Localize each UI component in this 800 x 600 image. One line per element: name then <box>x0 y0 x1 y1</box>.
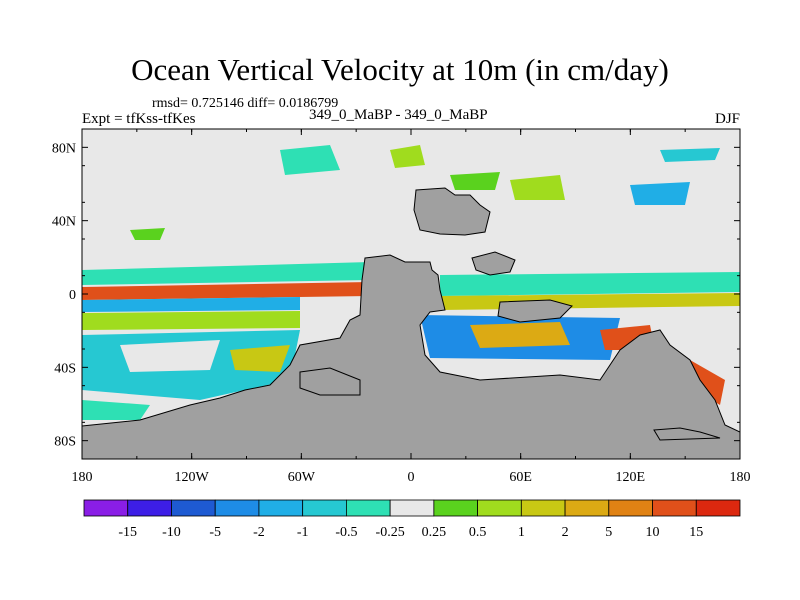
land-island <box>413 187 491 236</box>
land-continent <box>82 254 740 459</box>
field-patch <box>280 145 340 175</box>
colorbar-swatch <box>83 499 129 517</box>
colorbar-swatch <box>171 499 216 517</box>
colorbar-swatch <box>477 499 522 517</box>
case-label: 349_0_MaBP - 349_0_MaBP <box>309 107 488 123</box>
field-patch <box>510 175 565 200</box>
x-tick-label: 120E <box>616 470 646 485</box>
field-patch <box>230 345 290 372</box>
field-patch <box>82 400 150 420</box>
x-tick-label: 180 <box>730 470 751 485</box>
colorbar-swatch <box>389 499 435 517</box>
land-mask <box>82 187 740 459</box>
field-patch <box>660 148 720 162</box>
field-band <box>82 311 300 330</box>
experiment-label: Expt = tfKss-tfKes <box>82 111 196 127</box>
field-patch <box>390 145 425 168</box>
y-tick-label: 0 <box>69 288 76 303</box>
field-band <box>82 282 370 300</box>
x-axis: 180 120W 60W 0 60E 120E 180 <box>72 129 751 485</box>
colorbar-swatch <box>433 499 479 517</box>
colorbar-label: 0.25 <box>422 525 447 540</box>
colorbar-swatch <box>214 499 260 517</box>
colorbar-swatch <box>302 499 347 517</box>
colorbar-label: -2 <box>253 525 265 540</box>
field-patch <box>120 340 220 372</box>
colorbar-swatch <box>520 499 566 517</box>
x-tick-label: 60E <box>509 470 532 485</box>
x-tick-label: 180 <box>72 470 93 485</box>
colorbar-label: 10 <box>646 525 660 540</box>
chart-title: Ocean Vertical Velocity at 10m (in cm/da… <box>131 52 669 87</box>
colorbar-swatch <box>608 499 653 517</box>
colorbar-label: 5 <box>605 525 612 540</box>
field-patch <box>690 360 725 405</box>
colorbar-label: -15 <box>118 525 137 540</box>
y-axis: 80N 40N 0 40S 80S <box>52 128 740 460</box>
x-tick-label: 60W <box>288 470 316 485</box>
colorbar-label: -5 <box>209 525 221 540</box>
land-island <box>497 299 573 323</box>
field-patch <box>450 172 500 190</box>
season-label: DJF <box>714 111 740 127</box>
colorbar-swatch <box>652 499 697 517</box>
colorbar-label: -0.5 <box>335 525 357 540</box>
field-patch <box>470 322 570 348</box>
x-tick-label: 120W <box>175 470 210 485</box>
field-patch <box>630 182 690 205</box>
colorbar-label: 15 <box>689 525 703 540</box>
field-band <box>440 272 740 296</box>
y-tick-label: 80S <box>54 435 76 450</box>
colorbar-swatch <box>695 499 741 517</box>
colorbar-swatch <box>564 499 610 517</box>
colorbar-swatch <box>345 499 391 517</box>
colorbar-label: -0.25 <box>376 525 405 540</box>
field-band <box>82 262 370 285</box>
y-tick-label: 40N <box>52 215 76 230</box>
land-island <box>471 251 516 276</box>
colorbar: -15 -10 -5 -2 -1 -0.5 -0.25 0.25 0.5 1 2 5 10 15 <box>83 499 741 540</box>
colorbar-label: 1 <box>518 525 525 540</box>
colorbar-label: -10 <box>162 525 181 540</box>
field-patch <box>130 228 165 240</box>
colorbar-label: -1 <box>297 525 309 540</box>
colorbar-label: 2 <box>562 525 569 540</box>
y-tick-label: 40S <box>54 361 76 376</box>
colorbar-swatch <box>258 499 304 517</box>
colorbar-swatch <box>127 499 172 517</box>
stats-line: rmsd= 0.725146 diff= 0.0186799 <box>152 96 339 111</box>
field-band <box>82 297 300 312</box>
colorbar-label: 0.5 <box>469 525 487 540</box>
y-tick-label: 80N <box>52 141 76 156</box>
land-island <box>653 427 721 441</box>
land-island <box>299 367 361 396</box>
x-tick-label: 0 <box>408 470 415 485</box>
